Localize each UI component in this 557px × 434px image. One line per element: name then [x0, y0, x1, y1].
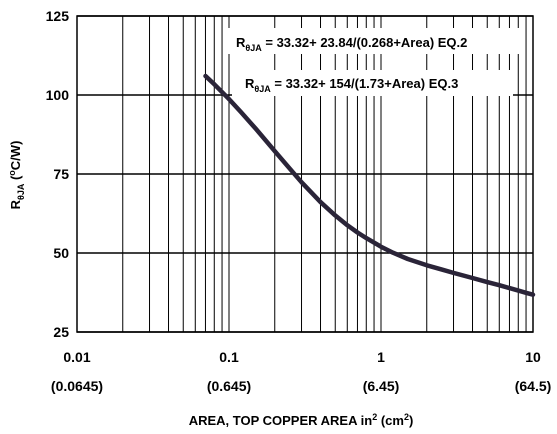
svg-text:AREA, TOP COPPER AREA in2 (cm2: AREA, TOP COPPER AREA in2 (cm2) — [189, 412, 414, 428]
x-tick-label: 10 — [525, 349, 541, 365]
x-axis-title: AREA, TOP COPPER AREA in2 (cm2) — [189, 412, 414, 428]
y-tick-label: 50 — [53, 245, 69, 261]
plot-border — [76, 15, 534, 333]
x-tick-label-metric: (0.0645) — [51, 378, 103, 394]
x-tick-label-metric: (0.645) — [207, 378, 251, 394]
grid — [76, 15, 533, 333]
plot-frame — [76, 15, 534, 333]
svg-text:RθJA = 33.32+ 154/(1.73+Area): RθJA = 33.32+ 154/(1.73+Area) EQ.3 — [245, 76, 458, 94]
y-tick-label: 25 — [53, 324, 69, 340]
svg-text:RθJA = 33.32+ 23.84/(0.268+Are: RθJA = 33.32+ 23.84/(0.268+Area) EQ.2 — [236, 35, 467, 53]
svg-text:RθJA (oC/W): RθJA (oC/W) — [7, 141, 26, 210]
y-axis-title: RθJA (oC/W) — [7, 141, 26, 210]
ticks: 25 50 75 100 125 0.01 (0.0645) 0.1 (0.645) 1 (6.45… — [46, 8, 552, 394]
annotation-eq3: RθJA = 33.32+ 154/(1.73+Area) EQ.3 — [232, 70, 513, 96]
x-tick-label-metric: (64.5) — [515, 378, 552, 394]
y-tick-label: 100 — [46, 87, 70, 103]
y-tick-label: 75 — [53, 166, 69, 182]
annotation-eq2: RθJA = 33.32+ 23.84/(0.268+Area) EQ.2 — [226, 28, 525, 54]
x-tick-label-metric: (6.45) — [363, 378, 400, 394]
x-tick-label: 0.01 — [63, 349, 90, 365]
x-tick-label: 0.1 — [219, 349, 239, 365]
series-line — [203, 73, 536, 297]
y-tick-label: 125 — [46, 8, 70, 24]
x-tick-label: 1 — [377, 349, 385, 365]
series-layer — [203, 73, 536, 297]
